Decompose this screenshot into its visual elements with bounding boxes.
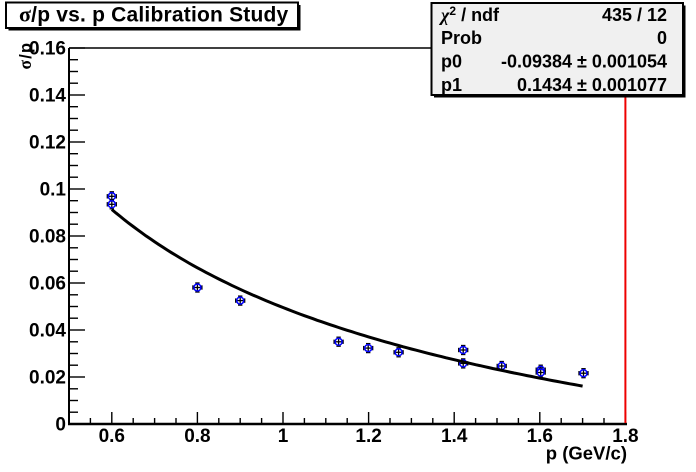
- svg-text:σ/p: σ/p: [15, 42, 35, 70]
- svg-text:0.6: 0.6: [99, 426, 125, 447]
- svg-text:1.8: 1.8: [612, 426, 638, 447]
- svg-text:1.4: 1.4: [441, 426, 468, 447]
- svg-text:p1: p1: [441, 75, 462, 95]
- svg-text:0.06: 0.06: [29, 273, 66, 294]
- svg-text:0.02: 0.02: [29, 367, 66, 388]
- svg-text:0.14: 0.14: [29, 85, 66, 106]
- svg-text:1.2: 1.2: [355, 426, 381, 447]
- svg-text:Prob: Prob: [441, 28, 482, 48]
- svg-text:0.1: 0.1: [40, 179, 67, 200]
- svg-text:-0.09384 ± 0.001054: -0.09384 ± 0.001054: [501, 52, 667, 72]
- svg-text:0.16: 0.16: [29, 38, 66, 59]
- svg-text:0.04: 0.04: [29, 320, 66, 341]
- svg-text:1.6: 1.6: [527, 426, 553, 447]
- svg-text:p (GeV/c): p (GeV/c): [546, 443, 627, 464]
- svg-text:435 / 12: 435 / 12: [602, 5, 667, 25]
- svg-text:p0: p0: [441, 52, 462, 72]
- svg-text:0.08: 0.08: [29, 226, 66, 247]
- svg-text:0: 0: [657, 28, 667, 48]
- svg-text:0.12: 0.12: [29, 132, 66, 153]
- svg-text:0.8: 0.8: [184, 426, 210, 447]
- svg-text:0: 0: [55, 414, 66, 435]
- svg-text:χ2 / ndf: χ2 / ndf: [438, 4, 500, 25]
- svg-text:1: 1: [278, 426, 289, 447]
- svg-text:0.1434 ± 0.001077: 0.1434 ± 0.001077: [517, 75, 667, 95]
- svg-text:σ/p vs. p Calibration Study: σ/p vs. p Calibration Study: [19, 2, 289, 27]
